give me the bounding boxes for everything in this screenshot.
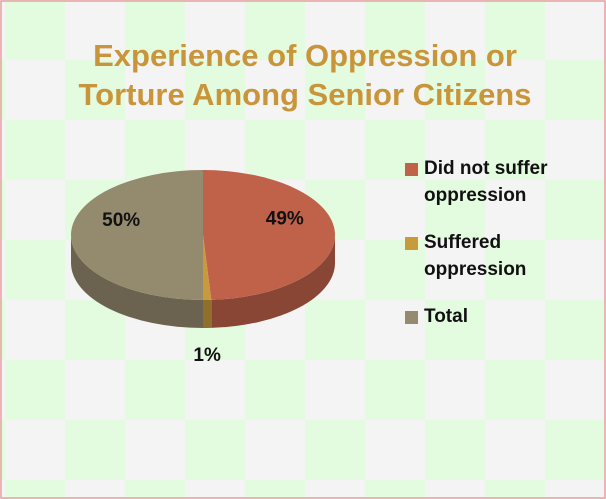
- legend-label: Suffered oppression: [424, 232, 527, 280]
- data-label: 1%: [193, 345, 221, 366]
- legend-label: Did not suffer oppression: [424, 158, 548, 206]
- legend: Did not suffer oppression Suffered oppres…: [405, 155, 595, 350]
- legend-item: Suffered oppression: [405, 229, 595, 283]
- legend-swatch: [405, 311, 418, 324]
- legend-item: Did not suffer oppression: [405, 155, 595, 209]
- slice: [71, 170, 203, 300]
- slice-side: [71, 235, 203, 328]
- legend-label: Total: [424, 306, 468, 327]
- legend-item: Total: [405, 303, 595, 330]
- legend-swatch: [405, 163, 418, 176]
- pie: 49% 1% 50%: [71, 170, 336, 366]
- chart-title: Experience of Oppression or Torture Amon…: [78, 38, 532, 112]
- slice: [203, 235, 212, 300]
- legend-swatch: [405, 237, 418, 250]
- slice: [203, 170, 336, 300]
- data-label: 49%: [266, 209, 304, 230]
- slice-side: [211, 235, 335, 328]
- slice-side: [203, 299, 212, 328]
- data-label: 50%: [102, 210, 140, 231]
